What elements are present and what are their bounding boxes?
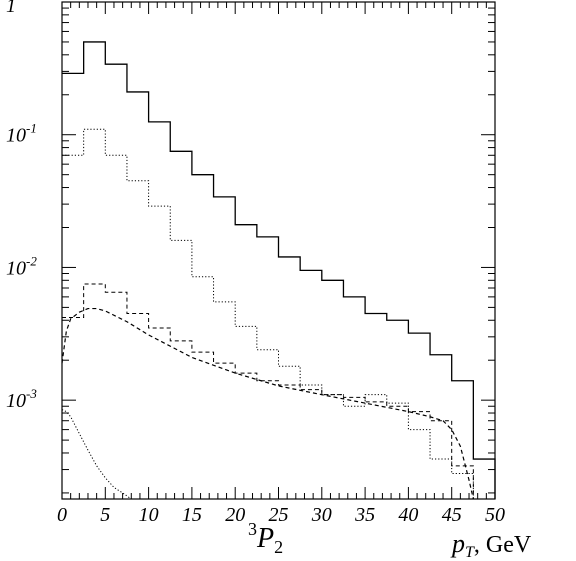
x-tick-label: 50	[485, 504, 505, 526]
y-tick-label: 1	[6, 0, 16, 17]
series-dashed-curve	[61, 307, 474, 500]
x-tick-label: 5	[100, 504, 110, 526]
x-tick-label: 10	[139, 504, 159, 526]
panel-annotation: 3P2	[248, 519, 283, 557]
series-dashed-histogram	[62, 283, 495, 500]
series-dotted-curve	[61, 409, 132, 500]
x-tick-label: 40	[398, 504, 418, 526]
x-tick-label: 15	[182, 504, 202, 526]
y-tick-exponent: -1	[26, 121, 37, 136]
y-tick-label: 10-2	[6, 253, 37, 279]
annotation-superscript: 3	[248, 519, 257, 539]
x-tick-label: 0	[57, 504, 67, 526]
x-tick-label: 30	[311, 504, 332, 526]
x-axis-title: pT, GeV	[450, 529, 532, 561]
x-tick-label: 25	[269, 504, 289, 526]
y-tick-base: 1	[6, 0, 16, 17]
y-tick-exponent: -3	[26, 386, 37, 401]
x-axis-title-subscript: T	[465, 544, 475, 561]
annotation-subscript: 2	[274, 537, 283, 557]
y-tick-base: 10	[6, 257, 26, 279]
y-tick-base: 10	[6, 125, 26, 147]
x-tick-label: 45	[442, 504, 462, 526]
y-tick-base: 10	[6, 390, 26, 412]
x-tick-label: 20	[225, 504, 245, 526]
x-axis-title-variable: p	[450, 529, 465, 558]
series-layer	[61, 41, 496, 500]
y-tick-label: 10-3	[6, 386, 37, 412]
x-axis-title-unit: , GeV	[474, 532, 532, 558]
y-tick-labels: 110-110-210-3	[6, 0, 37, 412]
y-tick-label: 10-1	[6, 121, 37, 147]
annotation-variable: P	[256, 523, 274, 554]
series-solid-histogram	[62, 41, 496, 499]
x-tick-labels: 0 5 10 15 20 25 30 35 40 45 50	[57, 504, 505, 526]
y-tick-exponent: -2	[26, 253, 37, 268]
series-dotted-histogram	[62, 128, 495, 500]
x-tick-label: 35	[354, 504, 375, 526]
ticks	[61, 1, 496, 499]
